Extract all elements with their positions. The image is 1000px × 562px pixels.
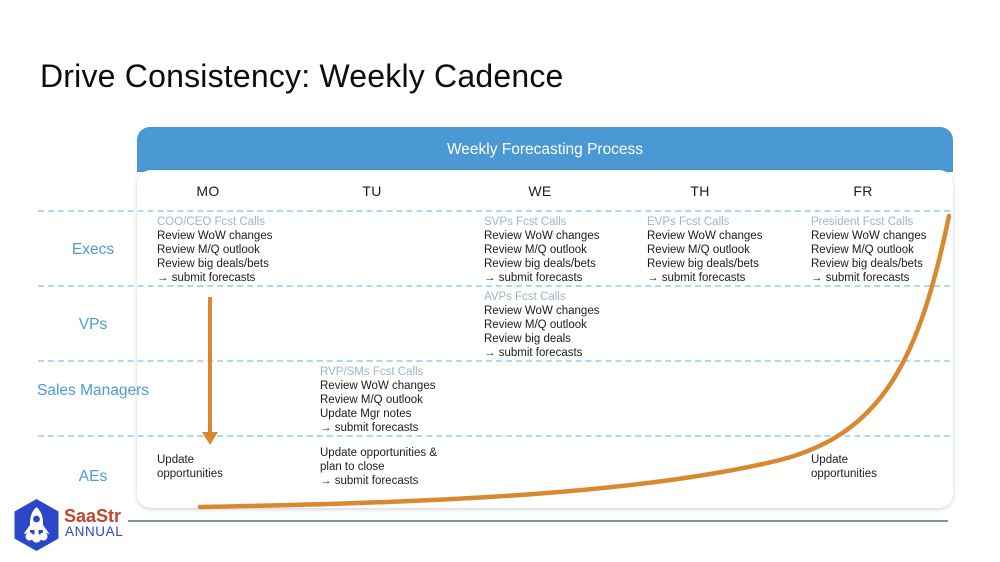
saastr-annual-logo: SaaStr ANNUAL [13,498,163,556]
cell-line: Review M/Q outlook [320,393,423,406]
cell-line: Review WoW changes [484,304,600,317]
cell-heading: EVPs Fcst Calls [647,216,730,228]
row-divider [38,210,950,212]
cascade-down-arrow [208,297,212,433]
row-label-vps: VPs [78,316,108,333]
cell-line: opportunities [157,467,223,480]
cell-line: Update Mgr notes [320,407,412,420]
cell-action: → submit forecasts [647,271,746,284]
cell-line: Review M/Q outlook [157,243,260,256]
day-header-mo: MO [196,183,220,199]
cell-line: Review M/Q outlook [484,318,587,331]
cell-action: → submit forecasts [484,346,583,359]
cell-line: plan to close [320,460,385,473]
cell-line: Review big deals [484,332,571,345]
cell-line: Review big deals/bets [484,257,596,270]
cell-line: Review big deals/bets [811,257,923,270]
cell-line: Review M/Q outlook [647,243,750,256]
cell-vps-we: AVPs Fcst Calls Review WoW changes Revie… [484,291,642,361]
cell-line: Update opportunities & [320,447,437,459]
cell-aes-tu: Update opportunities & plan to close → s… [320,447,478,489]
panel-header: Weekly Forecasting Process [137,127,953,172]
cell-heading: RVP/SMs Fcst Calls [320,366,424,378]
cell-sales-managers-tu: RVP/SMs Fcst Calls Review WoW changes Re… [320,366,478,436]
cell-line: Review WoW changes [157,229,273,242]
cell-action: → submit forecasts [320,421,419,434]
cell-execs-fr: President Fcst Calls Review WoW changes … [811,216,969,286]
cell-aes-mo: Update opportunities [157,454,315,482]
row-label-aes: AEs [78,468,108,485]
cell-action: → submit forecasts [484,271,583,284]
cascade-down-arrow-head [202,432,218,445]
cell-line: Update [811,454,849,466]
day-header-we: WE [528,183,552,199]
cell-heading: President Fcst Calls [811,216,914,228]
cell-heading: SVPs Fcst Calls [484,216,567,228]
row-label-execs: Execs [71,241,115,258]
day-header-th: TH [690,183,710,199]
row-label-sales-managers: Sales Managers [36,382,149,399]
cell-line: Review big deals/bets [647,257,759,270]
slide-title: Drive Consistency: Weekly Cadence [40,58,564,94]
cell-heading: AVPs Fcst Calls [484,291,566,303]
cell-line: Review WoW changes [647,229,763,242]
cell-execs-th: EVPs Fcst Calls Review WoW changes Revie… [647,216,805,286]
cell-execs-we: SVPs Fcst Calls Review WoW changes Revie… [484,216,642,286]
cell-action: → submit forecasts [811,271,910,284]
cell-action: → submit forecasts [157,271,256,284]
cell-line: Review WoW changes [484,229,600,242]
day-header-fr: FR [853,183,873,199]
cell-action: → submit forecasts [320,474,419,487]
day-header-tu: TU [362,183,382,199]
logo-brand-text: SaaStr [64,506,122,526]
cell-line: Review M/Q outlook [484,243,587,256]
row-divider [38,435,950,437]
cell-line: Review big deals/bets [157,257,269,270]
cell-line: Review M/Q outlook [811,243,914,256]
cell-line: Review WoW changes [320,379,436,392]
cell-line: opportunities [811,467,877,480]
rocket-hexagon-icon [14,499,59,551]
cell-aes-fr: Update opportunities [811,454,969,482]
cell-execs-mo: COO/CEO Fcst Calls Review WoW changes Re… [157,216,315,286]
footer-divider [128,520,948,522]
cell-line: Review WoW changes [811,229,927,242]
cell-heading: COO/CEO Fcst Calls [157,216,265,228]
panel-header-label: Weekly Forecasting Process [446,140,644,158]
cell-line: Update [157,454,195,466]
logo-sub-brand-text: ANNUAL [65,524,124,539]
